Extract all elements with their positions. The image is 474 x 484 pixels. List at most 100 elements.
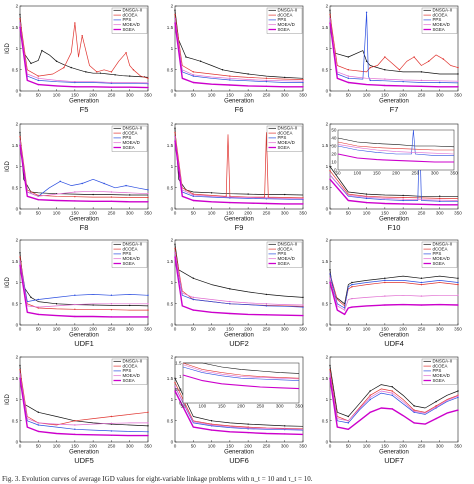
data-point-pps [402,80,404,83]
y-tick-label: 0.5 [12,67,19,72]
inset-series-line-moea-d [182,364,300,380]
data-point-dcoea [19,18,21,20]
data-point-moea-d [365,196,368,198]
data-point-sgea [347,81,349,84]
y-tick-label: 0 [171,207,174,212]
y-tick-label: 0 [326,89,329,94]
chart-f6: 0 50 100 150 200 250 300 350 0 0.5 1 1.5 2 Generation… [167,4,307,114]
x-tick-label: 100 [53,211,61,216]
data-point-sgea [37,313,39,316]
y-tick-label: 1.5 [167,25,174,30]
data-point-sgea [302,203,304,205]
x-tick-label: 200 [244,327,252,332]
data-point-dnsga-ii [229,288,231,290]
data-point-dnsga-ii [19,364,21,367]
chart-title: F7 [390,105,399,114]
x-tick-label: 300 [436,327,444,332]
y-tick-label: 2 [171,122,174,127]
y-axis-label: IGD [5,43,11,54]
x-tick-label: 350 [144,327,152,332]
legend-label: SGEA [278,145,290,150]
chart-udf4: 0 50 100 150 200 250 300 350 0 0.5 1 1.5 2 Generation… [322,238,462,348]
x-tick-label: 350 [299,211,307,216]
series-line-sgea [174,390,304,436]
series-line-dnsga-ii [19,14,149,78]
data-point-sgea [365,201,368,204]
y-tick-label: 1.5 [12,259,19,264]
data-point-moea-d [192,74,194,76]
series-line-moea-d [329,278,458,311]
y-tick-label: 1 [326,164,329,169]
x-tick-label: 250 [263,327,271,332]
data-point-moea-d [302,80,304,82]
data-point-sgea [420,85,423,88]
data-point-dnsga-ii [221,69,224,71]
y-tick-label: 0 [171,323,174,328]
data-point-dnsga-ii [329,9,331,11]
data-point-sgea [302,314,304,317]
chart-f10: 0 50 100 150 200 250 300 35000.511.52Generation… [322,122,462,232]
x-tick-label: 50 [191,327,197,332]
y-axis-label: IGD [5,277,11,288]
inset-y-tick-label: 1.5 [175,361,182,366]
legend-label: MOEA/D [123,22,140,27]
y-tick-label: 0.5 [12,301,19,306]
data-point-dcoea [457,283,459,286]
data-point-moea-d [329,277,331,279]
y-tick-label: 1 [171,164,174,169]
series-line-dnsga-ii [329,10,458,75]
data-point-sgea [402,203,404,205]
x-tick-label: 100 [208,211,216,216]
legend-label: SGEA [278,261,290,266]
data-point-sgea [174,22,176,24]
x-axis-label: Generation [379,333,409,339]
x-tick-label: 250 [108,211,116,216]
data-point-dnsga-ii [70,66,72,69]
legend-label: PPS [278,251,287,256]
data-point-sgea [384,304,386,306]
x-tick-label: 50 [191,93,197,98]
data-point-dnsga-ii [284,76,286,79]
data-point-dcoea [435,405,437,407]
inset-y-tick-label: 0.5 [175,387,182,392]
legend-label: PPS [433,368,442,373]
y-tick-label: 0.5 [322,301,329,306]
y-tick-label: 0.5 [322,418,329,423]
data-point-sgea [37,430,39,433]
data-point-sgea [391,408,393,410]
data-point-moea-d [147,193,149,195]
x-tick-label: 250 [418,211,426,216]
data-point-moea-d [37,195,39,197]
data-point-sgea [147,316,149,318]
data-point-pps [265,305,268,307]
legend-label: DNSGA-II [123,8,143,13]
x-tick-label: 250 [263,93,271,98]
x-tick-label: 150 [226,93,234,98]
y-tick-label: 1 [326,397,329,402]
data-point-moea-d [74,424,76,426]
y-tick-label: 1 [16,164,19,169]
data-point-moea-d [265,197,268,199]
series-line-sgea [329,282,459,316]
data-point-dnsga-ii [351,281,353,284]
x-tick-label: 350 [454,211,462,216]
data-point-moea-d [402,198,404,200]
data-point-moea-d [457,395,459,397]
x-tick-label: 350 [299,93,307,98]
inset-series-line-pps [337,129,454,156]
data-point-dnsga-ii [174,127,176,129]
data-point-dnsga-ii [457,73,459,75]
data-point-dnsga-ii [247,193,249,195]
data-point-pps [302,81,304,84]
data-point-moea-d [420,295,423,297]
data-point-moea-d [302,198,304,200]
data-point-dcoea [63,66,65,69]
legend-label: dCOEA [278,246,293,251]
y-tick-label: 2 [171,238,174,243]
data-point-sgea [265,314,268,316]
chart-f8: 0 50 100 150 200 250 300 350 0 0.5 1 1.5 2 Generation… [5,122,152,232]
chart-title: F9 [235,223,244,232]
